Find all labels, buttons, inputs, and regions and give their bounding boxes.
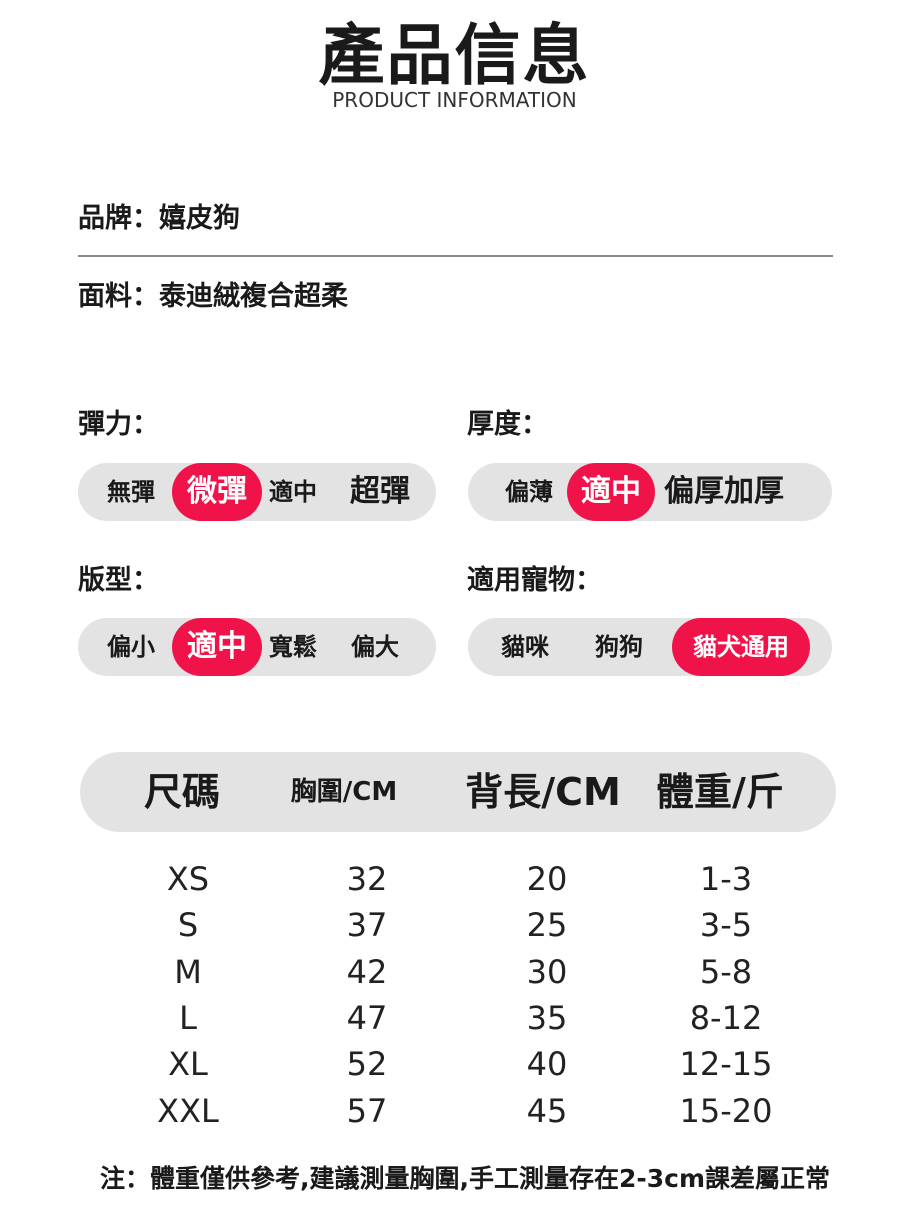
header-size: 尺碼 <box>143 770 220 814</box>
page-title: 產品信息 <box>318 17 591 94</box>
cell-chest: 32 <box>346 860 388 898</box>
option-super: 超彈 <box>350 474 410 509</box>
cell-chest: 42 <box>346 952 388 991</box>
pets-label: 適用寵物： <box>467 565 602 596</box>
cell-chest: 37 <box>346 906 388 945</box>
elasticity-label: 彈力： <box>78 409 159 440</box>
cell-back-length: 30 <box>526 952 568 991</box>
option-medium: 適中 <box>269 478 317 506</box>
cell-size: XXL <box>157 1091 219 1130</box>
header-weight: 體重/斤 <box>656 770 784 814</box>
thickness-label: 厚度： <box>467 409 548 440</box>
cell-back-length: 20 <box>526 860 568 898</box>
cell-size: XL <box>168 1045 208 1084</box>
divider <box>78 255 833 257</box>
cell-weight: 12-15 <box>679 1045 773 1084</box>
cell-back-length: 35 <box>526 998 568 1037</box>
cell-size: S <box>177 906 199 945</box>
option-small: 偏小 <box>107 633 155 661</box>
elasticity-selector: 無彈 微彈 適中 超彈 <box>78 463 436 521</box>
cell-chest: 57 <box>346 1091 388 1130</box>
option-thick: 偏厚加厚 <box>664 474 784 509</box>
brand-line: 品牌：嬉皮狗 <box>78 203 240 234</box>
option-thin: 偏薄 <box>505 478 553 506</box>
option-fit-selected: 適中 <box>172 618 262 676</box>
option-dog: 狗狗 <box>595 633 643 661</box>
option-medium-selected: 適中 <box>567 463 655 521</box>
pets-selector: 貓咪 狗狗 貓犬通用 <box>468 618 832 676</box>
size-table-header: 尺碼 胸圍/CM 背長/CM 體重/斤 <box>80 752 836 832</box>
cell-weight: 3-5 <box>699 906 753 945</box>
cell-back-length: 25 <box>526 906 568 945</box>
option-slight-selected: 微彈 <box>172 463 262 521</box>
cell-back-length: 40 <box>526 1045 568 1084</box>
option-both-selected: 貓犬通用 <box>672 618 810 676</box>
footnote: 注：體重僅供參考,建議測量胸圍,手工測量存在2-3cm課差屬正常 <box>99 1164 831 1193</box>
option-large: 偏大 <box>351 633 399 661</box>
cell-weight: 1-3 <box>699 860 753 898</box>
cell-size: L <box>179 998 197 1037</box>
option-none: 無彈 <box>107 478 155 506</box>
cell-weight: 15-20 <box>679 1091 773 1130</box>
header-chest: 胸圍/CM <box>290 777 398 807</box>
page-subtitle: PRODUCT INFORMATION <box>332 88 577 112</box>
thickness-selector: 偏薄 適中 偏厚加厚 <box>468 463 832 521</box>
cell-size: XS <box>166 860 210 898</box>
cell-chest: 52 <box>346 1045 388 1084</box>
fit-label: 版型： <box>78 565 159 596</box>
fit-selector: 偏小 適中 寬鬆 偏大 <box>78 618 436 676</box>
fabric-line: 面料：泰迪絨複合超柔 <box>78 281 348 312</box>
cell-back-length: 45 <box>526 1091 568 1130</box>
cell-chest: 47 <box>346 998 388 1037</box>
cell-weight: 8-12 <box>689 998 763 1037</box>
header-back-length: 背長/CM <box>465 770 621 814</box>
cell-weight: 5-8 <box>699 952 753 991</box>
option-cat: 貓咪 <box>501 633 549 661</box>
option-loose: 寬鬆 <box>269 633 317 661</box>
cell-size: M <box>174 952 202 991</box>
